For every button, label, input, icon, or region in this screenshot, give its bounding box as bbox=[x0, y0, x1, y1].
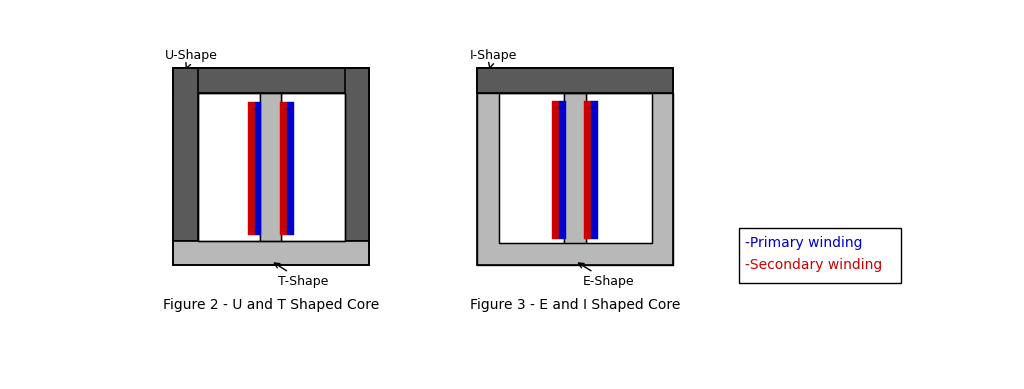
Bar bbox=[345, 68, 370, 242]
Bar bbox=[652, 93, 674, 265]
Bar bbox=[198, 93, 345, 242]
Bar bbox=[173, 242, 370, 265]
Text: Figure 2 - U and T Shaped Core: Figure 2 - U and T Shaped Core bbox=[163, 298, 379, 312]
Bar bbox=[559, 101, 565, 239]
Bar bbox=[173, 68, 370, 93]
Bar bbox=[499, 93, 564, 243]
Bar bbox=[198, 93, 260, 242]
Bar bbox=[477, 68, 674, 265]
Bar bbox=[552, 101, 559, 239]
Bar bbox=[282, 93, 345, 242]
Text: Figure 3 - E and I Shaped Core: Figure 3 - E and I Shaped Core bbox=[470, 298, 680, 312]
Bar bbox=[499, 93, 652, 243]
Text: U-Shape: U-Shape bbox=[165, 49, 218, 68]
Bar bbox=[584, 101, 591, 239]
Bar bbox=[477, 68, 674, 93]
Bar bbox=[255, 102, 261, 235]
Bar bbox=[586, 93, 652, 243]
Text: -Primary winding: -Primary winding bbox=[745, 236, 862, 250]
Bar bbox=[477, 93, 674, 265]
Bar bbox=[477, 93, 499, 265]
Bar bbox=[287, 102, 294, 235]
Bar bbox=[739, 228, 900, 283]
Bar bbox=[477, 243, 674, 265]
Text: E-Shape: E-Shape bbox=[579, 263, 634, 288]
Text: I-Shape: I-Shape bbox=[469, 49, 517, 68]
Bar bbox=[564, 93, 586, 243]
Bar bbox=[198, 93, 345, 242]
Bar bbox=[591, 101, 598, 239]
Bar bbox=[260, 93, 282, 242]
Bar bbox=[280, 102, 287, 235]
Bar bbox=[173, 68, 198, 242]
Bar bbox=[173, 68, 370, 265]
Bar bbox=[248, 102, 255, 235]
Text: -Secondary winding: -Secondary winding bbox=[745, 258, 883, 272]
Text: T-Shape: T-Shape bbox=[274, 263, 329, 288]
